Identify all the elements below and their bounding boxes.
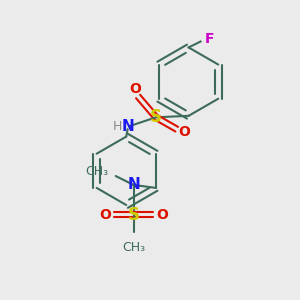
Text: CH₃: CH₃ [85,165,108,178]
Text: N: N [121,119,134,134]
Text: S: S [150,108,162,126]
Text: O: O [129,82,141,96]
Text: O: O [156,208,168,222]
Text: F: F [205,32,214,46]
Text: N: N [127,177,140,192]
Text: S: S [128,206,140,224]
Text: O: O [178,125,190,139]
Text: CH₃: CH₃ [122,242,145,254]
Text: H: H [112,120,122,133]
Text: O: O [99,208,111,222]
